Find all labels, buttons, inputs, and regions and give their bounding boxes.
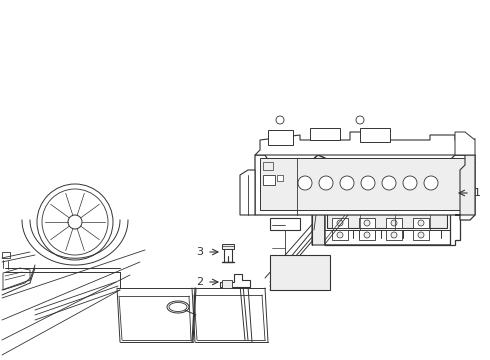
Circle shape — [424, 176, 438, 190]
Ellipse shape — [403, 179, 417, 187]
Bar — [277, 175, 283, 181]
Polygon shape — [312, 155, 325, 245]
Bar — [413, 218, 429, 228]
Polygon shape — [455, 132, 475, 155]
Bar — [2, 252, 10, 258]
Circle shape — [403, 176, 417, 190]
Bar — [360, 128, 390, 142]
Polygon shape — [220, 274, 250, 287]
Bar — [327, 195, 447, 228]
Text: 2: 2 — [196, 277, 203, 287]
Circle shape — [418, 232, 424, 238]
Bar — [263, 175, 275, 185]
Circle shape — [337, 232, 343, 238]
Circle shape — [298, 176, 312, 190]
Polygon shape — [325, 195, 455, 245]
Bar — [270, 255, 330, 290]
Ellipse shape — [319, 179, 333, 187]
Circle shape — [418, 220, 424, 226]
Ellipse shape — [340, 179, 354, 187]
Circle shape — [364, 232, 370, 238]
Bar — [268, 130, 293, 145]
Bar — [332, 230, 348, 240]
Bar — [359, 218, 375, 228]
Polygon shape — [255, 155, 475, 220]
Bar — [310, 128, 340, 140]
Circle shape — [340, 176, 354, 190]
Ellipse shape — [382, 179, 396, 187]
Polygon shape — [240, 170, 255, 215]
Circle shape — [319, 176, 333, 190]
Circle shape — [361, 176, 375, 190]
Polygon shape — [455, 155, 475, 215]
Bar — [222, 244, 234, 249]
Bar — [332, 218, 348, 228]
Polygon shape — [255, 132, 465, 155]
Bar — [263, 162, 273, 170]
Bar — [222, 280, 232, 288]
Polygon shape — [450, 195, 460, 245]
Ellipse shape — [361, 179, 375, 187]
Bar — [359, 230, 375, 240]
Text: 3: 3 — [196, 247, 203, 257]
Bar — [386, 218, 402, 228]
Bar — [413, 230, 429, 240]
Ellipse shape — [298, 179, 312, 187]
Bar — [386, 230, 402, 240]
Circle shape — [382, 176, 396, 190]
Bar — [327, 193, 447, 201]
Bar — [270, 218, 300, 230]
Ellipse shape — [424, 179, 438, 187]
Circle shape — [364, 220, 370, 226]
Circle shape — [337, 220, 343, 226]
Circle shape — [68, 215, 82, 229]
Circle shape — [391, 220, 397, 226]
Circle shape — [391, 232, 397, 238]
Text: 1: 1 — [474, 188, 481, 198]
Bar — [260, 158, 470, 210]
Bar — [224, 248, 232, 262]
